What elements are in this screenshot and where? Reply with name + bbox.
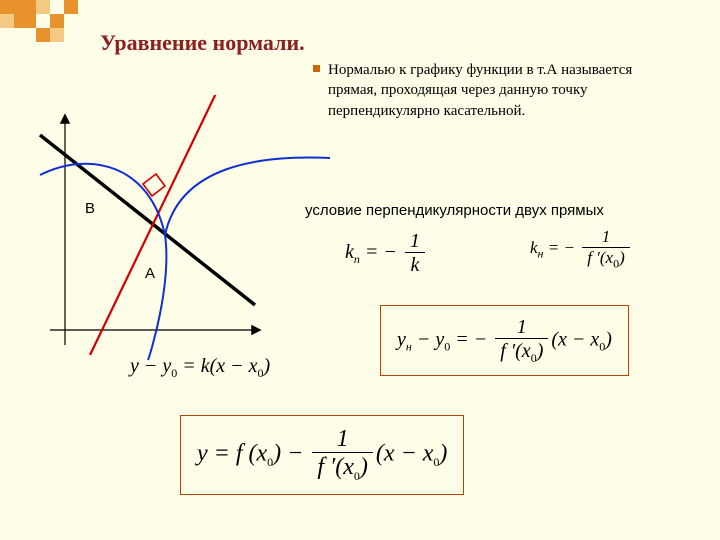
- graph: [30, 95, 330, 375]
- normal-equation: y = f (x0) − 1f ′(x0)(x − x0): [180, 415, 464, 495]
- slope-normal-1: kn = − 1k: [345, 230, 428, 277]
- definition-text: Нормалью к графику функции в т.А называе…: [328, 60, 683, 121]
- tangent-equation: y − y0 = k(x − x0): [130, 355, 270, 381]
- bullet-icon: [313, 65, 320, 72]
- point-b-label: В: [85, 200, 95, 217]
- point-a-label: А: [145, 265, 155, 282]
- page-title: Уравнение нормали.: [100, 30, 305, 56]
- slope-normal-2: kн = − 1f ′(x0): [530, 228, 633, 270]
- condition-label: условие перпендикулярности двух прямых: [305, 202, 604, 219]
- normal-point-slope: yн − y0 = − 1f ′(x0)(x − x0): [380, 305, 629, 376]
